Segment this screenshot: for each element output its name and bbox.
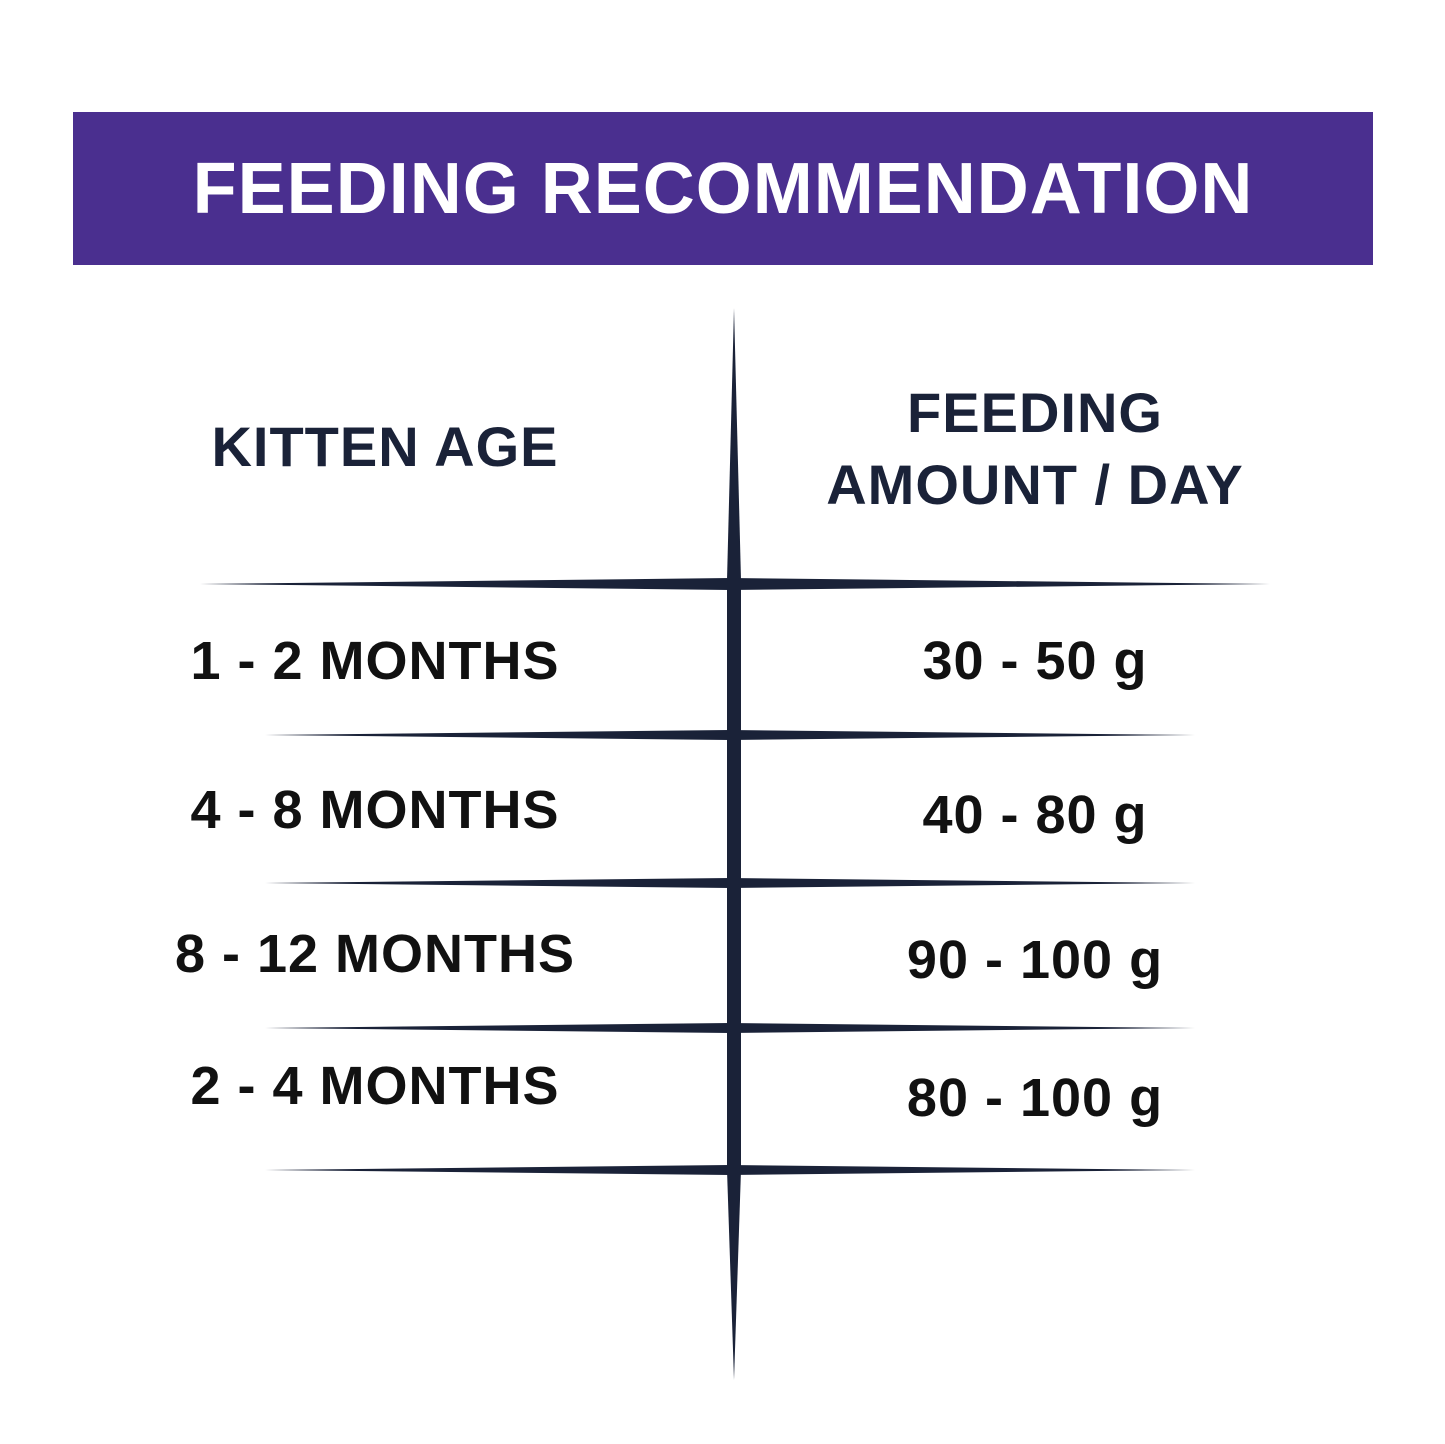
row-divider	[265, 1165, 1195, 1175]
header-line: AMOUNT / DAY	[826, 452, 1244, 516]
header-divider	[200, 578, 1270, 590]
row-age: 1 - 2 MONTHS	[190, 631, 560, 691]
row-amount: 80 - 100 g	[906, 1068, 1164, 1128]
column-header-kitten-age: KITTEN AGE	[211, 415, 559, 478]
vertical-divider	[727, 308, 741, 1380]
column-header-feeding-amount: FEEDING AMOUNT / DAY	[790, 382, 1280, 515]
header-banner: FEEDING RECOMMENDATION	[73, 112, 1373, 265]
row-age: 8 - 12 MONTHS	[174, 924, 576, 984]
row-divider	[265, 878, 1195, 888]
header-line: FEEDING	[907, 381, 1163, 444]
row-divider	[265, 1023, 1195, 1033]
page-title: FEEDING RECOMMENDATION	[192, 148, 1254, 229]
row-divider	[265, 730, 1195, 740]
row-amount: 30 - 50 g	[922, 631, 1148, 691]
row-amount: 90 - 100 g	[906, 930, 1164, 990]
row-age: 2 - 4 MONTHS	[190, 1056, 560, 1116]
row-age: 4 - 8 MONTHS	[190, 780, 560, 840]
row-amount: 40 - 80 g	[922, 785, 1148, 845]
